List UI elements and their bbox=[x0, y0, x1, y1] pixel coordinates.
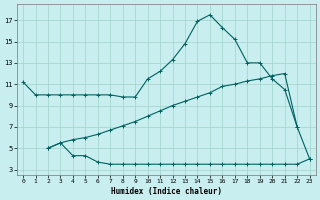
X-axis label: Humidex (Indice chaleur): Humidex (Indice chaleur) bbox=[111, 187, 222, 196]
